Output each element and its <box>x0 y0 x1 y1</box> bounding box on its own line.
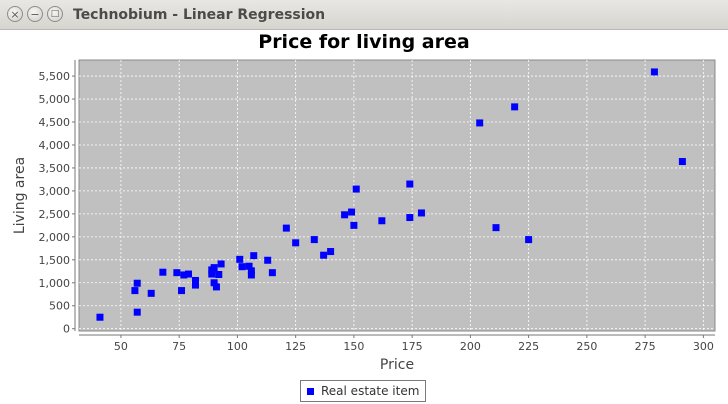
legend-swatch <box>307 387 314 395</box>
data-point <box>292 239 300 247</box>
x-tick-label: 100 <box>227 340 248 353</box>
x-tick-label: 300 <box>693 340 714 353</box>
minimize-window-button[interactable]: − <box>27 6 43 22</box>
data-point <box>147 289 155 297</box>
plot-area <box>78 59 716 332</box>
y-tick-label: 5,500 <box>39 70 71 83</box>
data-point <box>341 211 349 219</box>
y-tick-label: 3,000 <box>39 185 71 198</box>
maximize-window-button[interactable]: □ <box>47 6 63 22</box>
data-point <box>476 119 484 127</box>
data-point <box>131 287 139 295</box>
data-point <box>217 260 225 268</box>
y-axis-label: Living area <box>12 157 28 234</box>
data-point <box>417 209 425 217</box>
y-tick-label: 5,000 <box>39 93 71 106</box>
data-point <box>511 103 519 111</box>
x-tick-label: 275 <box>635 340 656 353</box>
x-tick-label: 125 <box>285 340 306 353</box>
data-point <box>236 255 244 263</box>
minimize-icon: − <box>30 7 40 21</box>
chart-title: Price for living area <box>258 31 469 53</box>
data-point <box>215 271 223 279</box>
window-titlebar: × − □ Technobium - Linear Regression <box>0 0 728 30</box>
data-point <box>96 313 104 321</box>
maximize-icon: □ <box>50 8 60 19</box>
data-point <box>406 214 414 222</box>
y-tick-label: 0 <box>63 323 70 336</box>
scatter-chart: Price for living area 50 75 100 125 150 175 200… <box>12 31 716 373</box>
x-tick-label: 150 <box>343 340 364 353</box>
x-tick-label: 75 <box>172 340 186 353</box>
y-tick-label: 3,500 <box>39 162 71 175</box>
data-point <box>310 236 318 244</box>
x-tick-label: 175 <box>402 340 423 353</box>
y-tick-label: 4,500 <box>39 116 71 129</box>
data-point <box>268 269 276 277</box>
data-point <box>212 283 220 291</box>
legend-label: Real estate item <box>321 384 420 398</box>
data-point <box>678 158 686 166</box>
data-point <box>238 263 246 271</box>
data-point <box>178 287 186 295</box>
y-tick-label: 1,000 <box>39 277 71 290</box>
y-tick-label: 1,500 <box>39 254 71 267</box>
chart-legend: Real estate item <box>300 380 427 402</box>
x-tick-label: 250 <box>576 340 597 353</box>
data-point <box>250 252 258 260</box>
data-point <box>210 264 218 272</box>
window-title: Technobium - Linear Regression <box>73 7 326 23</box>
chart-panel: Price for living area 50 75 100 125 150 175 200… <box>0 30 728 404</box>
data-point <box>247 271 255 279</box>
data-point <box>133 308 141 316</box>
data-point <box>352 185 360 193</box>
data-point <box>191 281 199 289</box>
close-window-button[interactable]: × <box>7 6 23 22</box>
y-tick-label: 4,000 <box>39 139 71 152</box>
x-tick-label: 200 <box>460 340 481 353</box>
data-point <box>525 236 533 244</box>
close-icon: × <box>10 7 20 21</box>
data-point <box>245 262 253 270</box>
x-tick-label: 225 <box>518 340 539 353</box>
data-point <box>133 279 141 287</box>
data-point <box>650 68 658 76</box>
data-point <box>492 224 500 232</box>
data-point <box>184 270 192 278</box>
data-point <box>191 276 199 284</box>
data-point <box>264 256 272 264</box>
y-tick-label: 500 <box>49 300 70 313</box>
data-point <box>406 180 414 188</box>
data-point <box>159 268 167 276</box>
data-point <box>210 279 218 287</box>
data-point <box>180 271 188 279</box>
y-tick-label: 2,000 <box>39 231 71 244</box>
data-point <box>282 224 290 232</box>
data-point <box>327 248 335 256</box>
x-axis-label: Price <box>380 357 414 373</box>
data-point <box>320 251 328 259</box>
data-point <box>350 221 358 229</box>
data-point <box>247 267 255 275</box>
data-point <box>348 208 356 216</box>
data-point <box>173 269 181 277</box>
y-tick-label: 2,500 <box>39 208 71 221</box>
x-tick-label: 50 <box>114 340 128 353</box>
data-point <box>378 217 386 225</box>
data-point <box>208 270 216 278</box>
